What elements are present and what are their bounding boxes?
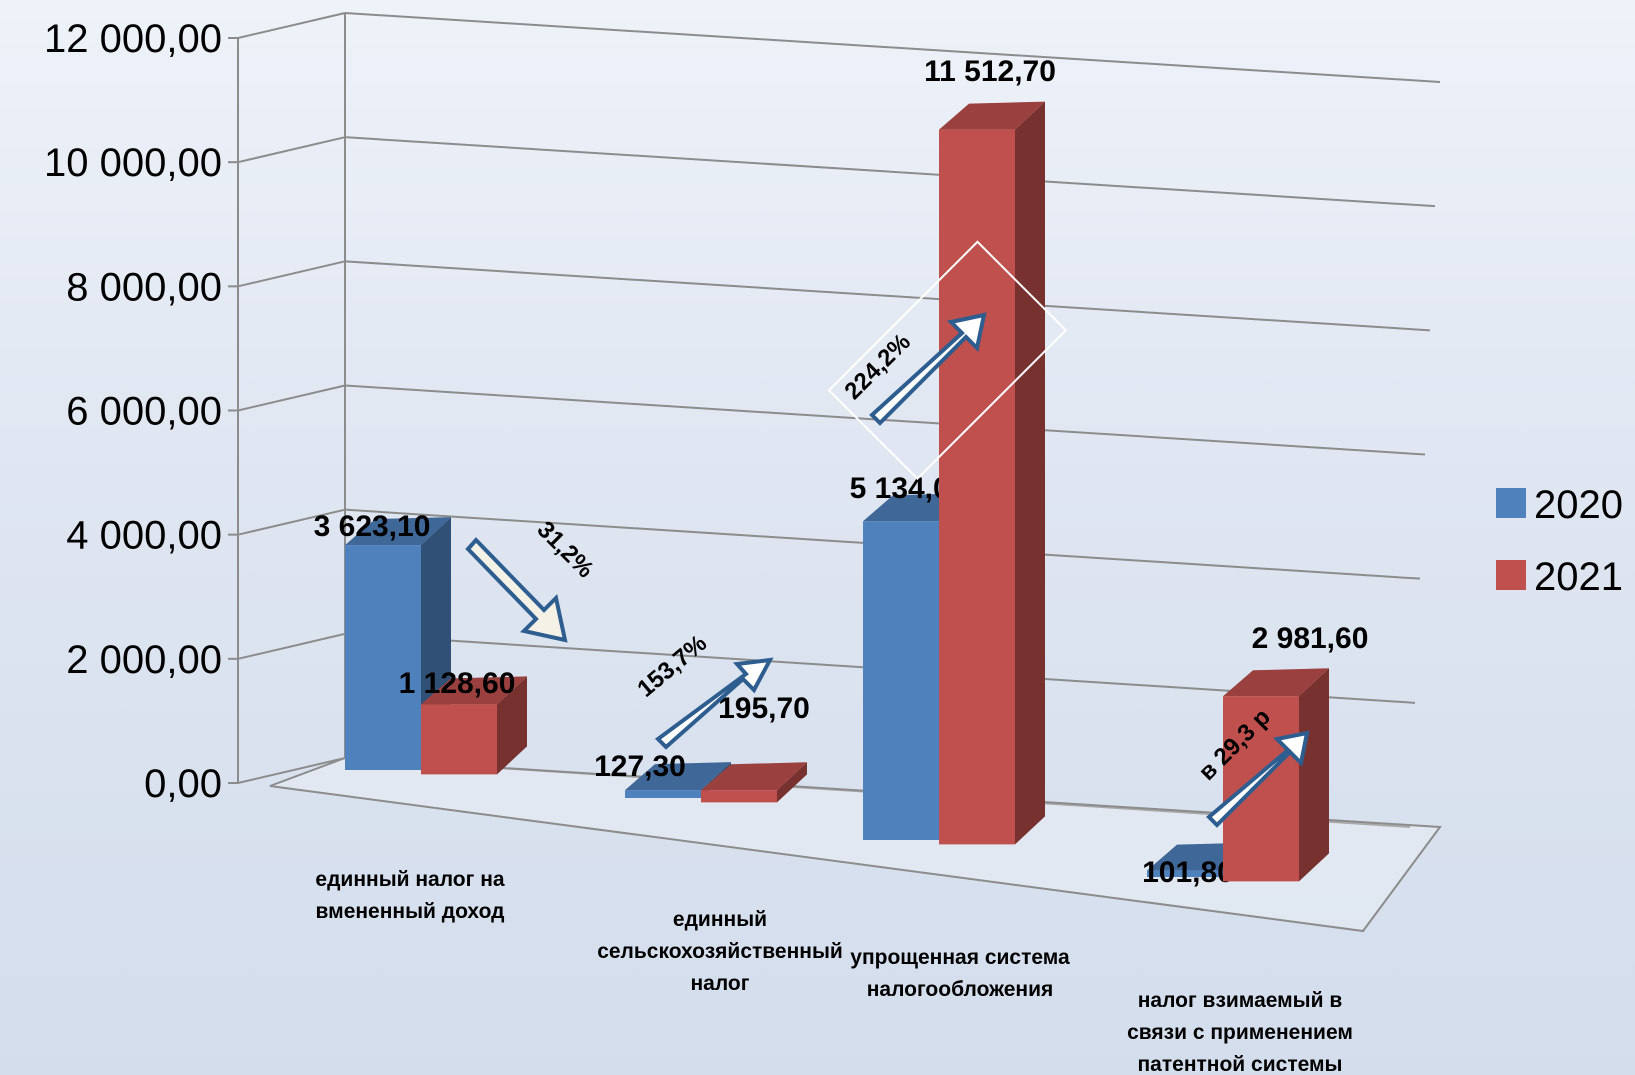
y-tick-label: 6 000,00 (66, 390, 222, 434)
data-label: 127,30 (594, 750, 686, 783)
gridline (344, 136, 1436, 208)
arrow-increase-4 (1206, 730, 1310, 828)
arrow-increase-2 (654, 657, 774, 750)
category-label-2: единный сельскохозяйственный налог (597, 908, 843, 995)
bar-front (345, 545, 421, 770)
bar-top (701, 762, 807, 791)
legend: 2020 2021 (1496, 483, 1623, 599)
category-labels: единный налог на вмененный доход единный се… (315, 868, 1352, 1075)
arrow-increase-3 (827, 240, 1068, 481)
y-tick-label: 0,00 (144, 762, 222, 806)
category-label-line: налогообложения (867, 978, 1054, 1001)
category-label-line: единный (673, 908, 767, 931)
bar-top (421, 676, 527, 705)
floor (269, 756, 1442, 933)
category-label-4: налог взимаемый в связи с применением пате… (1127, 989, 1353, 1075)
data-label: 3 623,10 (314, 510, 431, 543)
category-label-line: единный налог на (315, 868, 504, 891)
arrow-decrease-1 (465, 537, 568, 643)
category-label-line: вмененный доход (316, 900, 505, 923)
category-label-line: сельскохозяйственный (597, 940, 843, 963)
bar-2021-4 (1223, 668, 1329, 882)
y-tick-label: 2 000,00 (66, 638, 222, 682)
legend-swatch (1496, 560, 1526, 590)
category-label-line: налог (690, 972, 749, 995)
category-label-line: патентной системы (1138, 1053, 1343, 1075)
y-tick-label: 4 000,00 (66, 514, 222, 558)
category-label-3: упрощенная система налогообложения (850, 946, 1070, 1001)
gridline-side (237, 260, 346, 288)
gridline (344, 12, 1441, 83)
category-label-line: налог взимаемый в (1138, 989, 1343, 1012)
category-label-line: упрощенная система (850, 946, 1070, 969)
bar-2021-3 (939, 101, 1045, 845)
gridline (344, 260, 1431, 332)
data-label: 1 128,60 (399, 667, 516, 700)
y-axis-ticks: 0,00 2 000,00 4 000,00 6 000,00 8 000,00 10 0… (44, 17, 222, 806)
bar-front (939, 129, 1015, 845)
category-label-line: связи с применением (1127, 1021, 1353, 1044)
gridline-side (237, 508, 346, 536)
legend-item-2021: 2021 (1496, 555, 1623, 599)
bar-front (863, 521, 939, 840)
bar-top (1223, 668, 1329, 697)
annotation-box (827, 240, 1068, 481)
gridline-side (237, 757, 346, 784)
bar-top (625, 762, 731, 791)
bar-front (701, 790, 777, 803)
gridline-side (237, 136, 346, 164)
data-label: 101,80 (1142, 856, 1234, 889)
y-tick-label: 10 000,00 (44, 141, 222, 185)
bar-side (1015, 101, 1045, 845)
legend-label: 2020 (1534, 483, 1623, 527)
bar-2021-2 (701, 762, 807, 803)
bar-side (497, 676, 527, 775)
change-annotation: 153,7% (632, 630, 712, 703)
bar-front (1147, 870, 1223, 877)
legend-swatch (1496, 488, 1526, 518)
gridline-side (237, 632, 346, 660)
y-tick-label: 12 000,00 (44, 17, 222, 61)
change-arrows (465, 240, 1310, 828)
bar-side (777, 762, 807, 803)
bar-front (421, 704, 497, 775)
data-label: 195,70 (718, 692, 810, 725)
legend-label: 2021 (1534, 555, 1623, 599)
gridline-side (237, 384, 346, 412)
bar-side (1299, 668, 1329, 882)
bar-top (939, 101, 1045, 130)
category-label-1: единный налог на вмененный доход (315, 868, 504, 923)
data-label: 2 981,60 (1252, 622, 1369, 655)
gridlines (228, 12, 1442, 933)
legend-item-2020: 2020 (1496, 483, 1623, 527)
bar-2021-1 (421, 676, 527, 775)
gridline-side (237, 12, 346, 39)
bar-front (625, 790, 701, 798)
data-label: 11 512,70 (924, 55, 1056, 88)
y-tick-label: 8 000,00 (66, 265, 222, 309)
bar-top (345, 517, 451, 546)
